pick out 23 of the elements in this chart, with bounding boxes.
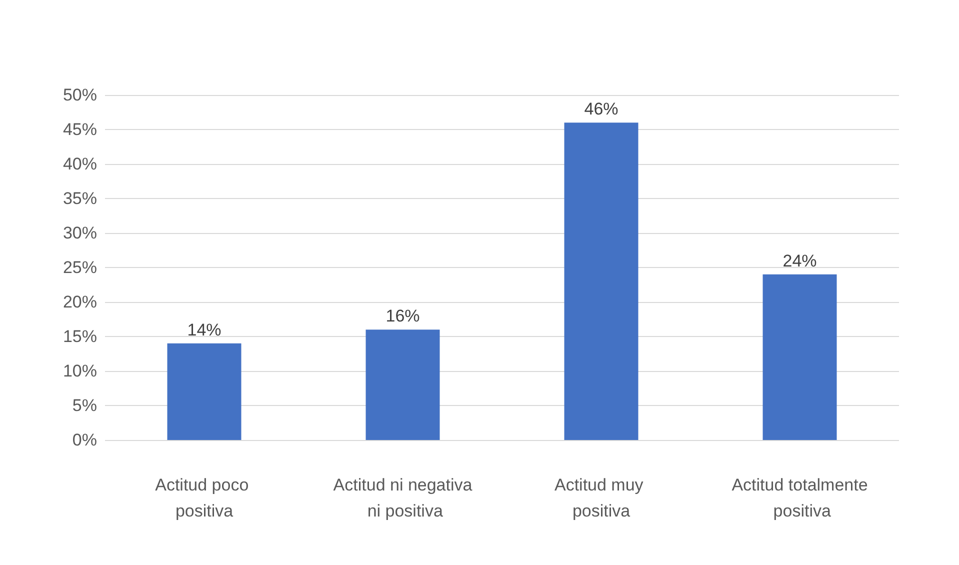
data-label: 14% [187, 320, 222, 340]
bar [564, 122, 638, 440]
bar [762, 274, 837, 440]
x-tick-label: Actitud totalmente positiva [732, 476, 868, 520]
y-tick-label: 40% [62, 154, 97, 174]
data-label: 46% [584, 100, 618, 119]
y-tick-label: 15% [62, 327, 97, 346]
x-tick-label: Actitud ni negativa ni positiva [333, 476, 473, 520]
y-tick-label: 5% [72, 396, 97, 415]
y-tick-label: 45% [62, 120, 97, 139]
y-tick-label: 50% [62, 86, 97, 104]
y-tick-label: 20% [62, 292, 97, 312]
bar [366, 330, 440, 440]
y-tick-label: 25% [62, 258, 97, 277]
y-tick-label: 35% [62, 189, 97, 208]
y-tick-label: 0% [72, 430, 97, 450]
x-tick-label: Actitud muy positiva [554, 476, 648, 520]
y-tick-label: 30% [62, 224, 97, 242]
data-label: 16% [386, 306, 420, 326]
y-tick-label: 10% [62, 362, 97, 380]
bar [167, 343, 242, 440]
x-tick-label: Actitud poco positiva [155, 476, 254, 520]
data-label: 24% [782, 251, 817, 270]
